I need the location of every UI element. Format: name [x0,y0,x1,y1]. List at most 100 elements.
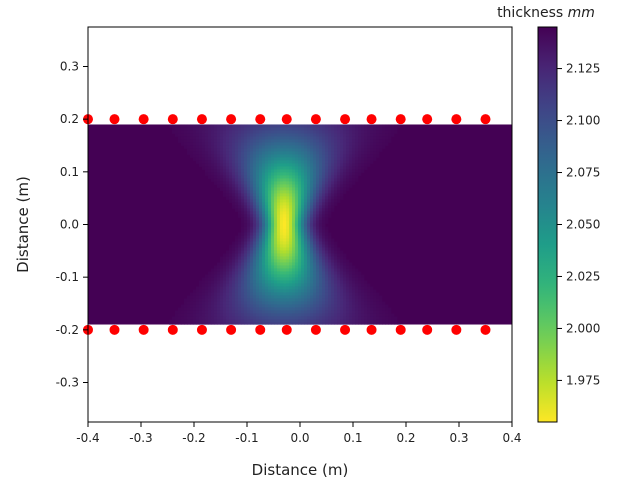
field-cell [211,139,215,143]
field-cell [382,139,386,143]
field-cell [349,142,353,146]
field-cell [382,307,386,311]
x-tick-label: 0.2 [396,431,415,445]
field-cell [286,238,290,242]
field-cell [208,304,212,308]
field-cell [196,316,200,320]
field-cell [229,130,233,134]
field-cell [325,199,329,203]
field-cell [220,130,224,134]
field-cell [313,322,317,325]
field-cell [274,298,278,302]
field-cell [343,265,347,269]
field-cell [373,145,377,149]
field-cell [271,226,275,230]
field-cell [307,217,311,221]
field-cell [247,193,251,197]
field-cell [292,286,296,290]
field-cell [331,286,335,290]
field-cell [253,295,257,299]
field-cell [184,130,188,134]
field-cell [217,175,221,179]
field-cell [190,148,194,152]
field-cell [286,178,290,182]
field-cell [256,133,260,137]
field-cell [274,316,278,320]
field-cell [352,142,356,146]
field-cell [337,265,341,269]
field-cell [295,313,299,317]
field-cell [310,322,314,325]
field-cell [208,292,212,296]
field-cell [313,178,317,182]
field-cell [316,175,320,179]
field-cell [226,166,230,170]
field-cell [316,202,320,206]
field-cell [199,283,203,287]
field-cell [313,316,317,320]
field-cell [322,178,326,182]
field-cell [193,307,197,311]
field-cell [274,154,278,158]
field-cell [343,262,347,266]
field-cell [280,154,284,158]
field-cell [352,289,356,293]
field-cell [244,289,248,293]
field-cell [364,322,368,325]
field-cell [283,241,287,245]
field-cell [265,151,269,155]
field-cell [367,292,371,296]
field-cell [346,157,350,161]
field-cell [307,250,311,254]
field-cell [334,181,338,185]
field-cell [292,319,296,323]
field-cell [220,295,224,299]
field-cell [202,316,206,320]
field-cell [304,199,308,203]
field-cell [322,319,326,323]
field-cell [295,307,299,311]
field-cell [274,229,278,233]
field-cell [211,133,215,137]
field-cell [283,229,287,233]
field-cell [289,211,293,215]
field-cell [358,307,362,311]
field-cell [250,250,254,254]
field-cell [352,148,356,152]
field-cell [271,298,275,302]
field-cell [310,250,314,254]
field-cell [364,136,368,140]
field-cell [376,139,380,143]
field-cell [340,286,344,290]
field-cell [259,319,263,323]
field-cell [268,232,272,236]
field-cell [202,283,206,287]
field-cell [241,130,245,134]
field-cell [322,253,326,257]
field-cell [280,217,284,221]
field-cell [223,136,227,140]
field-cell [316,286,320,290]
field-cell [343,271,347,275]
field-cell [370,307,374,311]
field-cell [238,163,242,167]
field-cell [196,310,200,314]
field-cell [346,133,350,137]
field-cell [352,265,356,269]
field-cell [190,298,194,302]
field-cell [250,175,254,179]
field-cell [250,139,254,143]
field-cell [265,211,269,215]
field-cell [259,316,263,320]
field-cell [238,127,242,131]
field-cell [226,277,230,281]
field-cell [265,322,269,325]
field-cell [271,133,275,137]
field-cell [286,277,290,281]
field-cell [334,313,338,317]
field-cell [370,304,374,308]
field-cell [241,310,245,314]
field-cell [256,280,260,284]
field-cell [346,307,350,311]
field-cell [253,157,257,161]
